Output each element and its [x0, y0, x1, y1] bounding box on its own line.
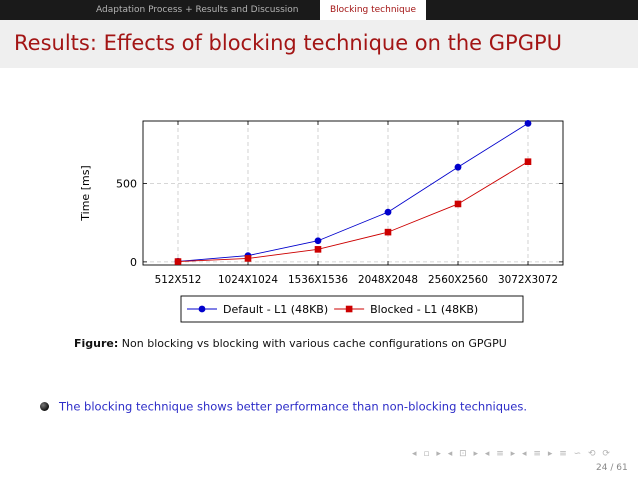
- beamer-navigation-icons[interactable]: ◂ ▫ ▸ ◂ ⊡ ▸ ◂ ≡ ▸ ◂ ≡ ▸ ≡ ∽ ⟲ ⟳: [412, 449, 612, 459]
- title-bar: Results: Effects of blocking technique o…: [0, 20, 638, 68]
- x-tick-label: 2048X2048: [358, 274, 418, 286]
- data-point-blocked: [384, 228, 392, 236]
- header-navigation-bar: Adaptation Process + Results and Discuss…: [0, 0, 638, 20]
- data-point-default: [314, 237, 322, 245]
- legend-label: Default - L1 (48KB): [223, 303, 328, 316]
- section-link-adaptation[interactable]: Adaptation Process + Results and Discuss…: [96, 5, 299, 15]
- series-line-blocked: [177, 161, 529, 263]
- x-tick-label: 3072X3072: [498, 274, 558, 286]
- x-tick-label: 512X512: [155, 274, 202, 286]
- legend-label: Blocked - L1 (48KB): [370, 303, 478, 316]
- x-tick-label: 1536X1536: [288, 274, 348, 286]
- legend-marker-square: [345, 305, 353, 313]
- x-tick-label: 1024X1024: [218, 274, 278, 286]
- plot-frame: [142, 120, 564, 266]
- bullet-text: The blocking technique shows better perf…: [59, 399, 528, 414]
- x-tick-label: 2560X2560: [428, 274, 488, 286]
- slide-title: Results: Effects of blocking technique o…: [14, 31, 563, 55]
- section-link-blocking-technique[interactable]: Blocking technique: [320, 0, 426, 20]
- bullet-item: The blocking technique shows better perf…: [40, 396, 527, 415]
- data-point-blocked: [174, 258, 182, 265]
- data-point-blocked: [314, 246, 322, 253]
- figure-caption-label: Figure:: [74, 337, 119, 350]
- figure-caption: Figure: Non blocking vs blocking with va…: [74, 337, 507, 350]
- page-number: 24 / 61: [596, 463, 628, 473]
- page-total: 61: [616, 463, 628, 473]
- data-point-blocked: [454, 200, 462, 208]
- data-point-default: [454, 163, 462, 171]
- data-point-default: [524, 119, 532, 127]
- y-tick-label: 500: [116, 178, 137, 191]
- figure-caption-text: Non blocking vs blocking with various ca…: [121, 337, 507, 350]
- series-line-default: [177, 122, 529, 262]
- y-axis-label: Time [ms]: [79, 165, 92, 221]
- data-point-blocked: [524, 158, 532, 165]
- page-current: 24: [596, 463, 608, 473]
- data-point-blocked: [244, 255, 252, 262]
- bullet-icon: [40, 402, 49, 411]
- data-point-default: [384, 208, 392, 216]
- y-tick-label: 0: [130, 256, 137, 269]
- legend-marker-circle: [198, 305, 206, 313]
